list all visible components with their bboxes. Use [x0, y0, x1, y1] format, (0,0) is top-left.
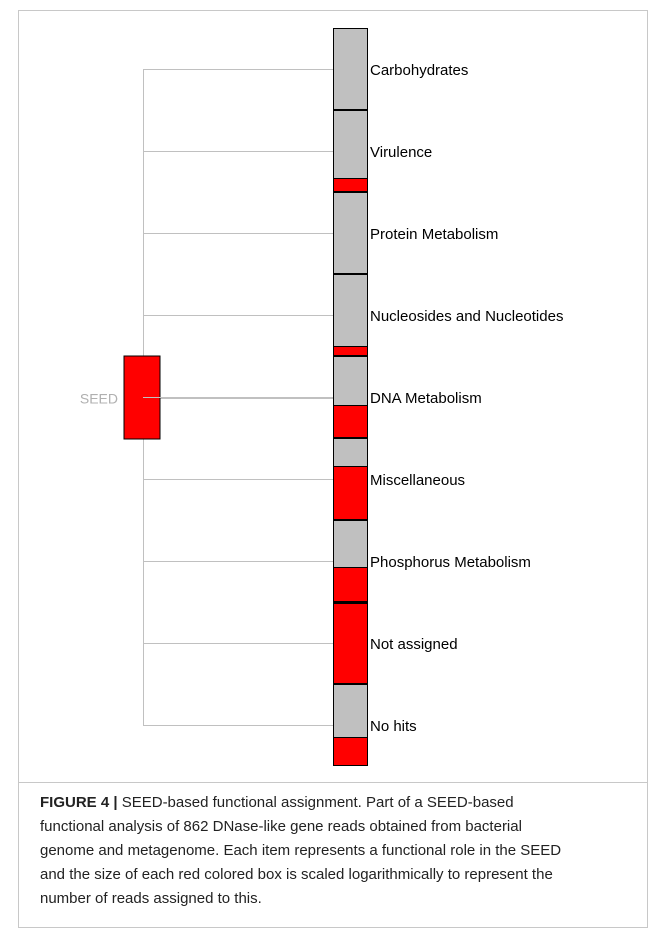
node-label: Protein Metabolism	[370, 226, 498, 243]
caption-line: FIGURE 4 | SEED-based functional assignm…	[40, 791, 648, 815]
node-red-box	[333, 466, 368, 520]
node-box	[333, 274, 368, 356]
node-red-box	[333, 567, 368, 602]
node-red-box	[333, 603, 368, 684]
node-label: Not assigned	[370, 636, 458, 653]
caption-line: number of reads assigned to this.	[40, 890, 262, 907]
node-label: Nucleosides and Nucleotides	[370, 308, 563, 325]
node-red-box	[333, 737, 368, 766]
node-label: Virulence	[370, 144, 432, 161]
tree-diagram: SEED Carbohydrates Virulence Protein Metab…	[80, 28, 563, 766]
caption-line: genome and metagenome. Each item represe…	[40, 842, 562, 859]
node-label: DNA Metabolism	[370, 390, 482, 407]
caption: FIGURE 4 | SEED-based functional assignm…	[18, 782, 648, 911]
node-label: Phosphorus Metabolism	[370, 554, 531, 571]
figure-frame	[18, 10, 648, 928]
caption-line: functional analysis of 862 DNase-like ge…	[40, 818, 522, 835]
caption-text: SEED-based functional assignment. Part o…	[121, 794, 514, 811]
node-label: No hits	[370, 718, 417, 735]
root-label: SEED	[80, 391, 118, 407]
node-label: Miscellaneous	[370, 472, 465, 489]
node-list: Carbohydrates Virulence Protein Metabolism…	[143, 28, 563, 766]
node-red-box	[333, 405, 368, 438]
node-red-box	[333, 346, 368, 356]
caption-line: and the size of each red colored box is …	[40, 866, 553, 883]
node-red-box	[333, 178, 368, 192]
caption-label: FIGURE 4 |	[40, 794, 118, 811]
node-box	[333, 28, 368, 110]
node-box	[333, 192, 368, 274]
node-label: Carbohydrates	[370, 62, 468, 79]
